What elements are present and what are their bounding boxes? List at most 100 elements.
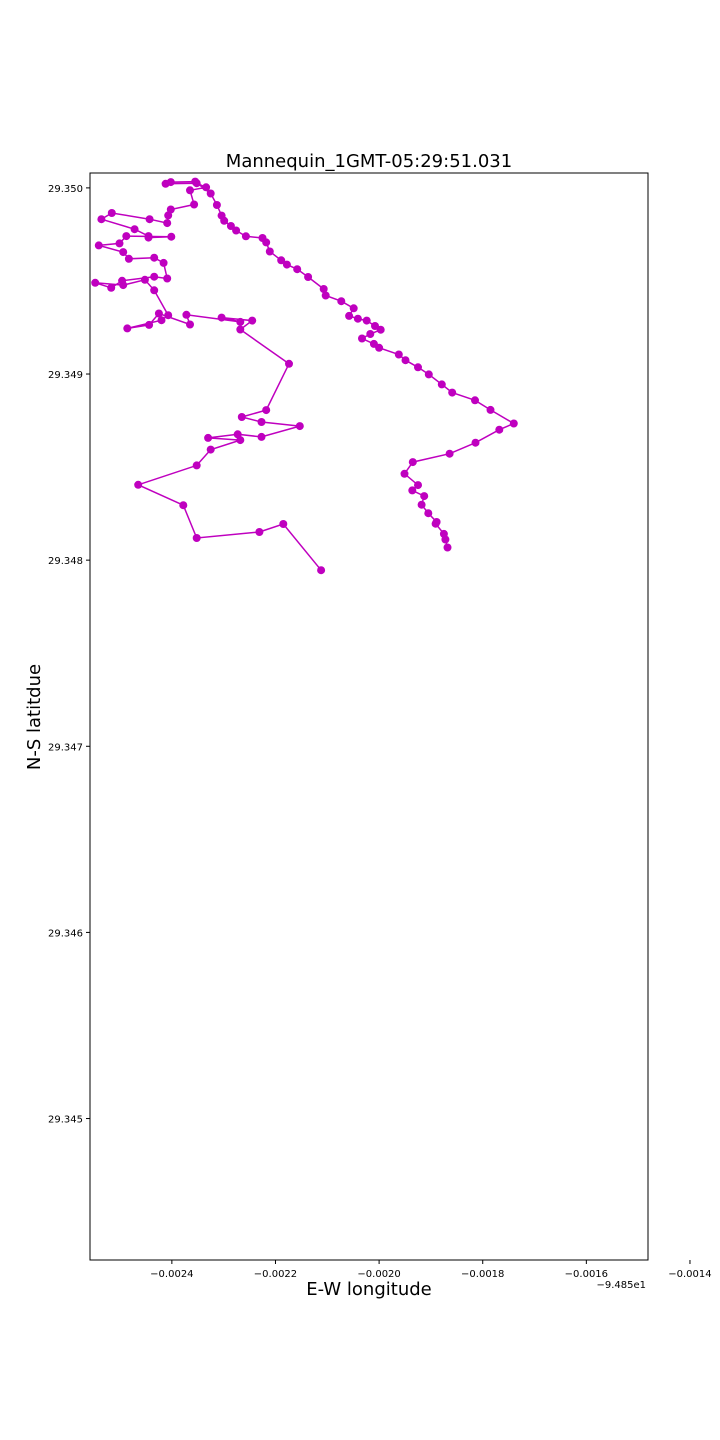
track-point — [217, 313, 226, 322]
track-point — [486, 405, 495, 414]
track-point — [295, 422, 304, 431]
plot-frame — [89, 172, 649, 1261]
track-point — [349, 304, 358, 313]
track-point — [144, 232, 153, 241]
track-point — [255, 528, 264, 536]
track-point — [375, 343, 384, 352]
track-point — [257, 418, 266, 426]
track-points — [91, 177, 518, 575]
track-point — [495, 425, 504, 434]
track-point — [236, 317, 245, 326]
track-point — [179, 501, 188, 510]
track-point — [130, 225, 139, 234]
track-point — [431, 519, 440, 528]
track-point — [107, 209, 116, 217]
track-point — [241, 232, 250, 241]
x-tick-label: −0.0014 — [668, 1269, 711, 1280]
track-point — [186, 320, 194, 329]
track-point — [345, 311, 354, 320]
track-point — [443, 543, 452, 552]
track-point — [166, 205, 175, 214]
track-point — [163, 219, 172, 228]
track-point — [400, 469, 409, 478]
track-point — [124, 254, 133, 263]
track-point — [408, 458, 417, 467]
track-point — [293, 265, 302, 274]
track-point — [248, 316, 257, 325]
track-point — [408, 486, 417, 495]
track-point — [94, 241, 103, 250]
x-tick-label: −0.0016 — [565, 1269, 608, 1280]
track-point — [265, 247, 274, 256]
track-point — [277, 256, 286, 265]
y-tick-label: 29.348 — [48, 556, 83, 567]
track-point — [321, 291, 330, 300]
track-point — [186, 186, 194, 195]
y-tick-label: 29.350 — [48, 184, 83, 195]
track-point — [424, 509, 433, 518]
chart-title: Mannequin_1GMT-05:29:51.031 — [226, 151, 512, 172]
x-axis-offset-label: −9.485e1 — [596, 1280, 646, 1291]
track-point — [262, 238, 271, 247]
track-point — [206, 445, 215, 454]
track-point — [91, 278, 100, 287]
track-point — [140, 275, 149, 284]
track-point — [115, 239, 124, 248]
track-point — [202, 183, 211, 192]
track-point — [226, 222, 235, 230]
track-point — [424, 370, 433, 379]
track-point — [417, 500, 426, 509]
track-point — [401, 356, 410, 365]
track-point — [285, 359, 293, 368]
track-point — [233, 430, 242, 439]
track-point — [150, 272, 159, 281]
track-point — [257, 432, 266, 441]
track-point — [119, 248, 128, 257]
track-point — [371, 322, 379, 330]
track-point — [145, 320, 154, 329]
y-tick-label: 29.347 — [48, 742, 83, 753]
track-point — [414, 481, 422, 490]
x-tick-label: −0.0018 — [461, 1269, 504, 1280]
y-axis-ticks: 29.345 29.346 29.347 29.348 29.349 29.350 — [48, 184, 90, 1126]
track-point — [159, 258, 168, 267]
track-point — [509, 419, 518, 428]
track-point — [97, 215, 106, 224]
track-point — [123, 324, 132, 333]
track-point — [394, 350, 403, 359]
track-point — [471, 438, 480, 447]
track-point — [192, 461, 201, 470]
track-point — [118, 276, 127, 285]
track-point — [282, 260, 291, 269]
track-point — [353, 314, 362, 323]
track-point — [182, 310, 191, 319]
track-point — [262, 406, 271, 415]
track-point — [232, 226, 241, 235]
x-axis-label: E-W longitude — [306, 1279, 431, 1300]
track-point — [304, 273, 313, 281]
track-point — [204, 433, 213, 442]
track-point — [212, 201, 221, 209]
track-point — [414, 363, 422, 372]
track-point — [122, 232, 131, 241]
track-point — [448, 388, 457, 397]
track-point — [157, 316, 166, 325]
track-point — [164, 311, 173, 320]
track-point — [358, 334, 366, 343]
track-point — [167, 232, 176, 241]
track-point — [420, 492, 429, 501]
track-point — [317, 566, 326, 575]
track-point — [445, 449, 454, 458]
track-point — [190, 200, 199, 209]
track-point — [237, 413, 246, 421]
track-point — [145, 215, 154, 224]
x-tick-label: −0.0022 — [254, 1269, 297, 1280]
track-point — [437, 380, 446, 389]
track-point — [163, 274, 172, 283]
y-tick-label: 29.345 — [48, 1115, 83, 1126]
track-point — [441, 535, 450, 544]
track-point — [471, 396, 479, 405]
track-point — [206, 189, 215, 198]
track-point — [191, 177, 200, 186]
